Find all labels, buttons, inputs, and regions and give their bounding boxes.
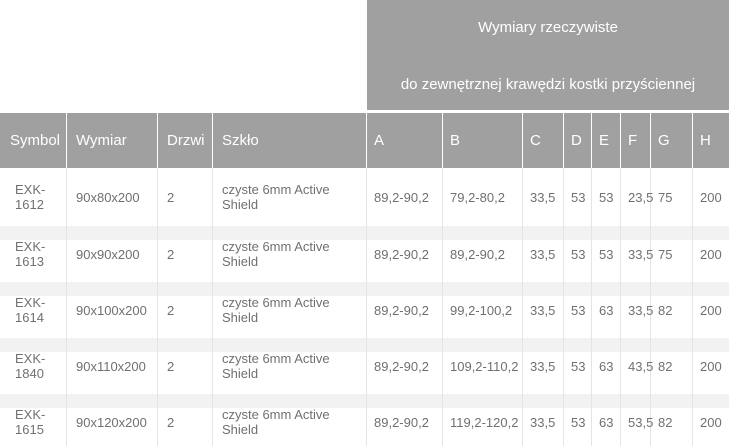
table-cell: 82 [651, 394, 693, 446]
table-cell: EXK-1840 [0, 338, 67, 394]
table-cell: 200 [700, 302, 722, 318]
column-header-drzwi: Drzwi [158, 113, 213, 168]
table-cell: 90x80x200 [67, 168, 158, 226]
table-cell: 90x110x200 [67, 338, 158, 394]
column-header-symbol: Symbol [0, 113, 67, 168]
table-cell: 200 [700, 246, 722, 262]
table-cell: 79,2-80,2 [443, 168, 523, 226]
banner-title: Wymiary rzeczywiste [478, 19, 618, 36]
column-header-szk-o: Szkło [213, 113, 367, 168]
table-cell: 200 [700, 358, 722, 374]
table-cell: 2 [158, 394, 213, 446]
table-cell: 53 [592, 168, 621, 226]
column-header-e: E [592, 113, 621, 168]
table-cell: 82 [651, 338, 693, 394]
table-cell: 75 [651, 168, 693, 226]
table-row: EXK-1612 90x80x200 2 czyste 6mm Active Shie… [0, 168, 729, 226]
table-cell: 33,5 [523, 394, 564, 446]
table-cell: 33,5 [621, 226, 653, 282]
table-cell: 90x100x200 [67, 282, 158, 338]
table-cell: 82 [651, 282, 693, 338]
table-cell: 89,2-90,2 [367, 338, 443, 394]
table-cell: 33,5 [621, 282, 653, 338]
table-cell: 43,5 [621, 338, 653, 394]
table-cell: 2 [158, 226, 213, 282]
table-cell: 53,5 [621, 394, 653, 446]
table-cell: 89,2-90,2 [367, 168, 443, 226]
table-cell: 90x90x200 [67, 226, 158, 282]
table-cell: 33,5 [523, 168, 564, 226]
table-cell: 33,5 [523, 338, 564, 394]
table-cell: 53 [564, 282, 592, 338]
table-cell: 23,5 [621, 168, 653, 226]
table-cell: 63 [592, 282, 621, 338]
table-cell: 109,2-110,2 [443, 338, 523, 394]
column-header-wymiar: Wymiar [67, 113, 158, 168]
table-cell: EXK-1615 [0, 394, 67, 446]
table-cell: 53 [592, 226, 621, 282]
column-header-c: C [523, 113, 564, 168]
column-header-b: B [443, 113, 523, 168]
table-cell: 119,2-120,2 [443, 394, 523, 446]
table-cell: czyste 6mm Active Shield [213, 168, 367, 226]
table-cell: 2 [158, 168, 213, 226]
banner-subtitle: do zewnętrznej krawędzi kostki przyścien… [400, 76, 696, 93]
table-cell: 63 [592, 338, 621, 394]
top-strip: Wymiary rzeczywiste do zewnętrznej krawę… [0, 0, 729, 113]
column-header-a: A [367, 113, 443, 168]
table-cell: 89,2-90,2 [443, 226, 523, 282]
table-cell: EXK-1614 [0, 282, 67, 338]
table-cell: czyste 6mm Active Shield [213, 394, 367, 446]
table-cell: 53 [564, 168, 592, 226]
table-cell: 2 [158, 338, 213, 394]
column-header-h: H [700, 132, 711, 149]
table-cell: 75 [651, 226, 693, 282]
table-row: EXK-1614 90x100x200 2 czyste 6mm Active Shi… [0, 282, 729, 338]
table-row: EXK-1840 90x110x200 2 czyste 6mm Active Shi… [0, 338, 729, 394]
table-cell: 89,2-90,2 [367, 282, 443, 338]
table-cell: 2 [158, 282, 213, 338]
table-cell: 33,5 [523, 282, 564, 338]
table-body: EXK-1612 90x80x200 2 czyste 6mm Active Shie… [0, 168, 729, 446]
table-cell: czyste 6mm Active Shield [213, 226, 367, 282]
table-cell: 99,2-100,2 [443, 282, 523, 338]
table-cell: 63 [592, 394, 621, 446]
table-cell: 200 [700, 414, 722, 430]
column-header-f: F [621, 113, 651, 168]
column-header-d: D [564, 113, 592, 168]
table-cell: 53 [564, 394, 592, 446]
table-cell: 89,2-90,2 [367, 226, 443, 282]
table-cell: 90x120x200 [67, 394, 158, 446]
table-header-row: Symbol Wymiar Drzwi Szkło A B C D E F G H [0, 113, 729, 168]
table-cell: 89,2-90,2 [367, 394, 443, 446]
table-cell: 200 [700, 189, 722, 205]
table-cell: EXK-1613 [0, 226, 67, 282]
table-cell: 33,5 [523, 226, 564, 282]
real-dimensions-banner: Wymiary rzeczywiste do zewnętrznej krawę… [367, 0, 729, 110]
table-row: EXK-1613 90x90x200 2 czyste 6mm Active Shie… [0, 226, 729, 282]
table-cell: 53 [564, 338, 592, 394]
table-cell: czyste 6mm Active Shield [213, 338, 367, 394]
table-cell: EXK-1612 [0, 168, 67, 226]
table-cell: czyste 6mm Active Shield [213, 282, 367, 338]
table-cell: 53 [564, 226, 592, 282]
table-row: EXK-1615 90x120x200 2 czyste 6mm Active Shi… [0, 394, 729, 446]
column-header-g: G [651, 113, 693, 168]
